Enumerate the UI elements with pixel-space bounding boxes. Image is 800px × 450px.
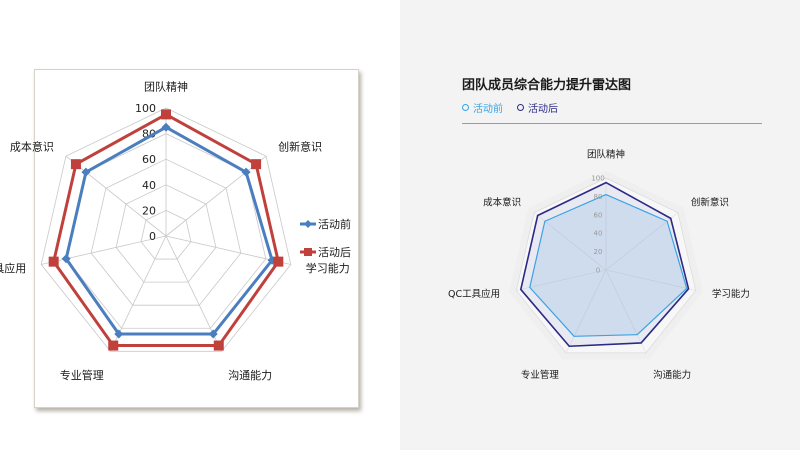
left-marker-before	[81, 167, 91, 177]
left-grid-ring	[115, 184, 217, 283]
left-grid-ring	[40, 107, 292, 352]
left-category-label: QC工具应用	[0, 261, 26, 275]
left-marker-before	[241, 167, 251, 177]
left-marker-after	[108, 340, 119, 351]
left-tick-label: 60	[142, 153, 156, 166]
right-tick-label: 20	[594, 248, 603, 256]
legend-label-after: 活动后	[528, 104, 558, 115]
right-tick-label: 80	[594, 193, 603, 201]
right-spoke	[605, 269, 696, 291]
left-marker-after	[251, 159, 262, 170]
left-category-label: 专业管理	[60, 368, 104, 382]
left-marker-after	[213, 340, 224, 351]
left-category-label: 沟通能力	[228, 368, 272, 382]
right-category-label: 团队精神	[587, 148, 625, 160]
left-radar-chart: 020406080100团队精神创新意识学习能力沟通能力专业管理QC工具应用成本…	[0, 80, 351, 383]
chart-title: 团队成员综合能力提升雷达图	[462, 78, 632, 93]
right-legend: 活动前 活动后	[462, 100, 558, 115]
left-marker-before	[208, 329, 218, 339]
left-grid-ring	[90, 158, 242, 306]
right-category-label: 学习能力	[712, 288, 750, 300]
legend-circle-before	[462, 104, 469, 111]
right-spoke	[605, 269, 647, 354]
legend-circle-after	[517, 104, 524, 111]
left-series-line-after	[52, 112, 280, 348]
left-tick-label: 0	[149, 230, 156, 243]
left-series-line-before	[64, 125, 274, 336]
left-grid-ring	[140, 209, 192, 260]
left-marker-before	[161, 122, 171, 132]
right-tick-label: 100	[591, 175, 604, 183]
left-marker-after	[48, 256, 59, 267]
right-category-label: QC工具应用	[448, 288, 500, 300]
left-tick-label: 40	[142, 179, 156, 192]
legend-entry-before: 活动前	[462, 100, 503, 115]
left-marker-after	[161, 109, 171, 120]
left-marker-before	[114, 329, 124, 339]
right-spoke	[565, 269, 607, 354]
legend-entry-after: 活动后	[517, 100, 558, 115]
left-spoke	[41, 235, 167, 265]
right-category-label: 创新意识	[691, 196, 729, 208]
left-legend-marker-before	[304, 220, 312, 228]
right-tick-label: 60	[594, 211, 603, 219]
left-marker-after	[273, 256, 284, 267]
legend-label-before: 活动前	[473, 104, 503, 115]
right-tick-label: 40	[594, 230, 603, 238]
left-tick-label: 100	[135, 102, 156, 115]
right-series-after	[519, 181, 690, 348]
left-legend-label-after: 活动后	[318, 246, 351, 259]
left-category-label: 成本意识	[10, 140, 54, 154]
left-legend-marker-after	[304, 248, 312, 256]
right-spoke	[605, 212, 679, 271]
left-category-label: 团队精神	[144, 80, 188, 94]
left-legend-label-before: 活动前	[318, 217, 351, 231]
title-divider	[462, 123, 762, 124]
right-spoke	[533, 212, 607, 271]
left-spoke	[65, 155, 167, 237]
left-category-label: 创新意识	[278, 140, 322, 154]
left-category-label: 学习能力	[306, 261, 350, 275]
right-category-label: 沟通能力	[653, 369, 691, 381]
right-series-before	[529, 193, 688, 337]
left-tick-label: 20	[142, 204, 156, 217]
left-marker-after	[70, 159, 81, 170]
right-category-label: 专业管理	[521, 369, 560, 381]
right-tick-label: 0	[596, 267, 600, 275]
left-spoke	[165, 155, 267, 237]
right-spoke	[516, 269, 607, 291]
left-marker-before	[61, 254, 71, 264]
right-category-label: 成本意识	[483, 196, 521, 208]
